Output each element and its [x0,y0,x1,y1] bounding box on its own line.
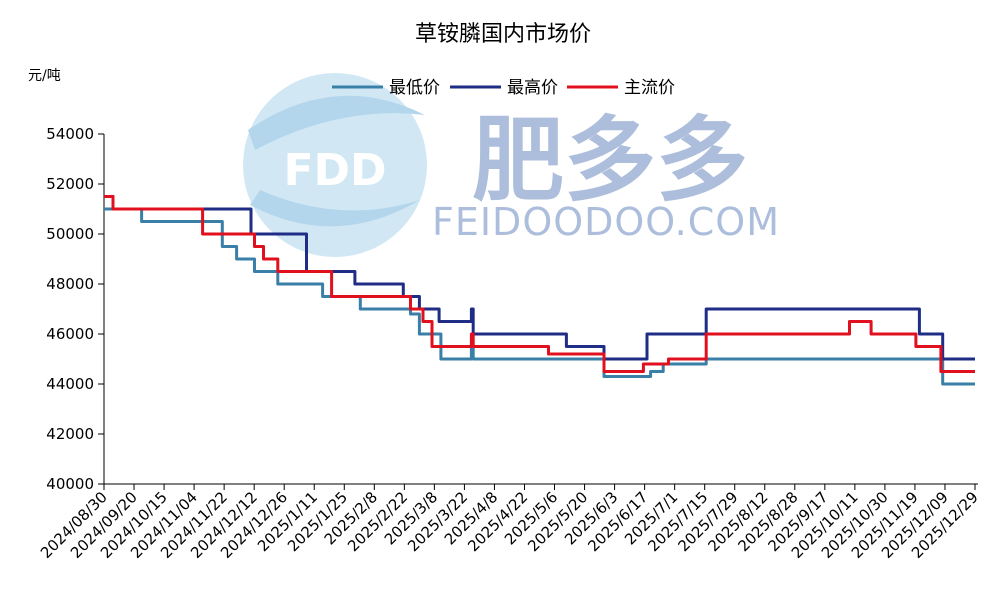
watermark-site-text: FEIDOODOO.COM [432,200,780,244]
watermark-brand-text: 肥多多 [472,107,748,214]
y-tick-label: 52000 [46,175,94,193]
y-tick-label: 44000 [46,375,94,393]
series-layer [104,195,975,386]
watermark: FDD 肥多多 FEIDOODOO.COM [243,73,780,257]
series-line-high [104,195,975,361]
y-tick-label: 40000 [46,475,94,493]
y-ticks: 40000 42000 44000 46000 48000 50000 52000 54000 [46,125,104,493]
y-axis-unit: 元/吨 [28,68,61,84]
y-tick-label: 50000 [46,225,94,243]
watermark-logo-swoosh [248,95,425,150]
chart-title: 草铵膦国内市场价 [415,22,591,47]
legend-label-low: 最低价 [389,78,440,98]
legend-label-main: 主流价 [624,78,675,98]
x-ticks: 2024/08/302024/09/202024/10/152024/11/04… [37,484,982,562]
legend-label-high: 最高价 [507,78,558,98]
y-tick-label: 48000 [46,275,94,293]
series-line-main [104,195,975,373]
watermark-logo-text: FDD [283,145,386,196]
watermark-logo-swoosh-lower [250,190,420,227]
y-tick-label: 54000 [46,125,94,143]
y-tick-label: 42000 [46,425,94,443]
y-tick-label: 46000 [46,325,94,343]
series-line-low [104,207,975,386]
legend: 最低价 最高价 主流价 [332,78,675,98]
